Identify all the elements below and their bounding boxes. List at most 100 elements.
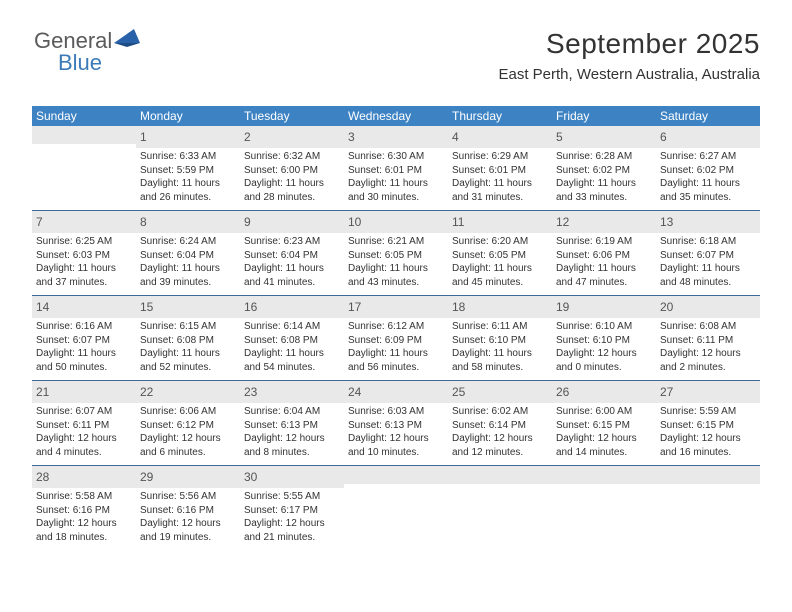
weekday-header: Monday (136, 106, 240, 126)
sunset-text: Sunset: 6:17 PM (244, 504, 340, 518)
sunset-text: Sunset: 6:01 PM (452, 164, 548, 178)
week-row: 14Sunrise: 6:16 AMSunset: 6:07 PMDayligh… (32, 296, 760, 381)
day-cell: 2Sunrise: 6:32 AMSunset: 6:00 PMDaylight… (240, 126, 344, 210)
sunrise-text: Sunrise: 6:25 AM (36, 235, 132, 249)
day-number-bar-empty (448, 466, 552, 484)
day-content: Sunrise: 6:28 AMSunset: 6:02 PMDaylight:… (552, 148, 656, 210)
day-number: 1 (140, 130, 147, 144)
weekday-header: Wednesday (344, 106, 448, 126)
sunset-text: Sunset: 6:05 PM (348, 249, 444, 263)
day-number: 20 (660, 300, 673, 314)
weekday-header: Friday (552, 106, 656, 126)
day-number-bar: 18 (448, 296, 552, 318)
day-content: Sunrise: 5:58 AMSunset: 6:16 PMDaylight:… (32, 488, 136, 550)
day-content: Sunrise: 6:06 AMSunset: 6:12 PMDaylight:… (136, 403, 240, 465)
day-cell (552, 466, 656, 550)
sunset-text: Sunset: 6:15 PM (660, 419, 756, 433)
sunrise-text: Sunrise: 5:56 AM (140, 490, 236, 504)
sunrise-text: Sunrise: 6:21 AM (348, 235, 444, 249)
day-number-bar: 28 (32, 466, 136, 488)
day-number-bar: 29 (136, 466, 240, 488)
day-number: 17 (348, 300, 361, 314)
day-cell: 12Sunrise: 6:19 AMSunset: 6:06 PMDayligh… (552, 211, 656, 295)
day-number-bar: 11 (448, 211, 552, 233)
day-cell: 5Sunrise: 6:28 AMSunset: 6:02 PMDaylight… (552, 126, 656, 210)
week-row: 21 Sunrise: 6:07 AMSunset: 6:11 PMDayligh… (32, 381, 760, 466)
sunset-text: Sunset: 6:02 PM (556, 164, 652, 178)
sunset-text: Sunset: 6:09 PM (348, 334, 444, 348)
sunset-text: Sunset: 6:12 PM (140, 419, 236, 433)
week-row: 1 Sunrise: 6:33 AMSunset: 5:59 PMDaylight… (32, 126, 760, 211)
daylight-text: Daylight: 11 hours and 33 minutes. (556, 177, 652, 204)
day-cell: 14Sunrise: 6:16 AMSunset: 6:07 PMDayligh… (32, 296, 136, 380)
sunrise-text: Sunrise: 6:19 AM (556, 235, 652, 249)
day-content: Sunrise: 6:30 AMSunset: 6:01 PMDaylight:… (344, 148, 448, 210)
sunset-text: Sunset: 6:04 PM (140, 249, 236, 263)
sunrise-text: Sunrise: 6:33 AM (140, 150, 236, 164)
day-cell: 28 Sunrise: 5:58 AMSunset: 6:16 PMDayligh… (32, 466, 136, 550)
day-content: Sunrise: 6:33 AMSunset: 5:59 PMDaylight:… (136, 148, 240, 210)
day-number: 3 (348, 130, 355, 144)
sunset-text: Sunset: 6:04 PM (244, 249, 340, 263)
day-number-bar: 2 (240, 126, 344, 148)
day-cell (656, 466, 760, 550)
day-content: Sunrise: 6:07 AMSunset: 6:11 PMDaylight:… (32, 403, 136, 465)
sunset-text: Sunset: 6:13 PM (348, 419, 444, 433)
week-row: 28 Sunrise: 5:58 AMSunset: 6:16 PMDayligh… (32, 466, 760, 550)
day-number-bar: 8 (136, 211, 240, 233)
sunrise-text: Sunrise: 6:23 AM (244, 235, 340, 249)
sunrise-text: Sunrise: 6:04 AM (244, 405, 340, 419)
day-cell: 4Sunrise: 6:29 AMSunset: 6:01 PMDaylight… (448, 126, 552, 210)
day-number: 22 (140, 385, 153, 399)
day-content: Sunrise: 6:23 AMSunset: 6:04 PMDaylight:… (240, 233, 344, 295)
daylight-text: Daylight: 11 hours and 47 minutes. (556, 262, 652, 289)
day-number-bar: 30 (240, 466, 344, 488)
day-number-bar: 26 (552, 381, 656, 403)
day-number-bar-empty (552, 466, 656, 484)
sunrise-text: Sunrise: 6:03 AM (348, 405, 444, 419)
daylight-text: Daylight: 12 hours and 0 minutes. (556, 347, 652, 374)
day-number-bar: 14 (32, 296, 136, 318)
day-content: Sunrise: 6:14 AMSunset: 6:08 PMDaylight:… (240, 318, 344, 380)
day-number: 28 (36, 470, 49, 484)
day-number-bar: 10 (344, 211, 448, 233)
day-number: 27 (660, 385, 673, 399)
day-cell (32, 126, 136, 210)
day-number: 21 (36, 385, 49, 399)
sunset-text: Sunset: 6:05 PM (452, 249, 548, 263)
sunset-text: Sunset: 6:07 PM (660, 249, 756, 263)
sunset-text: Sunset: 6:11 PM (660, 334, 756, 348)
day-number-bar: 15 (136, 296, 240, 318)
sunset-text: Sunset: 6:10 PM (556, 334, 652, 348)
day-content: Sunrise: 6:00 AMSunset: 6:15 PMDaylight:… (552, 403, 656, 465)
location: East Perth, Western Australia, Australia (498, 66, 760, 83)
day-cell: 11Sunrise: 6:20 AMSunset: 6:05 PMDayligh… (448, 211, 552, 295)
day-number: 16 (244, 300, 257, 314)
sunset-text: Sunset: 6:02 PM (660, 164, 756, 178)
title-block: September 2025 East Perth, Western Austr… (498, 28, 760, 83)
day-number-bar: 21 (32, 381, 136, 403)
day-cell: 25Sunrise: 6:02 AMSunset: 6:14 PMDayligh… (448, 381, 552, 465)
daylight-text: Daylight: 12 hours and 2 minutes. (660, 347, 756, 374)
week-row: 7Sunrise: 6:25 AMSunset: 6:03 PMDaylight… (32, 211, 760, 296)
day-cell: 16 Sunrise: 6:14 AMSunset: 6:08 PMDayligh… (240, 296, 344, 380)
daylight-text: Daylight: 11 hours and 48 minutes. (660, 262, 756, 289)
day-cell: 23Sunrise: 6:04 AMSunset: 6:13 PMDayligh… (240, 381, 344, 465)
day-number: 26 (556, 385, 569, 399)
day-number-bar: 4 (448, 126, 552, 148)
weekday-header: Thursday (448, 106, 552, 126)
day-content: Sunrise: 5:59 AMSunset: 6:15 PMDaylight:… (656, 403, 760, 465)
day-cell (344, 466, 448, 550)
day-number: 24 (348, 385, 361, 399)
day-cell: 20Sunrise: 6:08 AMSunset: 6:11 PMDayligh… (656, 296, 760, 380)
sunset-text: Sunset: 6:11 PM (36, 419, 132, 433)
day-content: Sunrise: 6:25 AMSunset: 6:03 PMDaylight:… (32, 233, 136, 295)
sunset-text: Sunset: 6:01 PM (348, 164, 444, 178)
day-cell: 19Sunrise: 6:10 AMSunset: 6:10 PMDayligh… (552, 296, 656, 380)
day-cell: 6Sunrise: 6:27 AMSunset: 6:02 PMDaylight… (656, 126, 760, 210)
day-number-bar: 13 (656, 211, 760, 233)
day-number: 10 (348, 215, 361, 229)
day-cell: 1 Sunrise: 6:33 AMSunset: 5:59 PMDaylight… (136, 126, 240, 210)
day-content: Sunrise: 6:24 AMSunset: 6:04 PMDaylight:… (136, 233, 240, 295)
daylight-text: Daylight: 11 hours and 31 minutes. (452, 177, 548, 204)
